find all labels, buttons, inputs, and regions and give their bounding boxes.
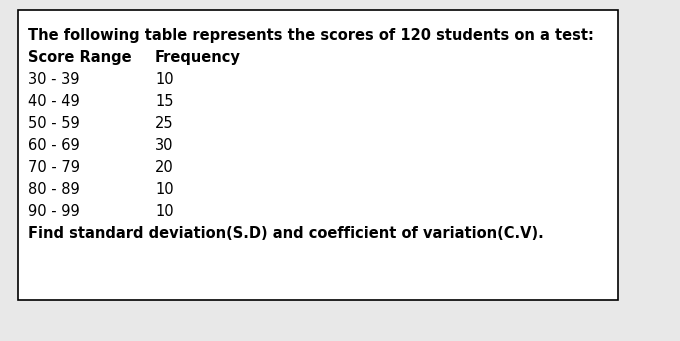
Text: 80 - 89: 80 - 89	[28, 182, 80, 197]
Text: 30: 30	[155, 138, 173, 153]
Text: The following table represents the scores of 120 students on a test:: The following table represents the score…	[28, 28, 594, 43]
Text: 25: 25	[155, 116, 173, 131]
Text: 20: 20	[155, 160, 174, 175]
Text: 90 - 99: 90 - 99	[28, 204, 80, 219]
Text: 70 - 79: 70 - 79	[28, 160, 80, 175]
Text: 15: 15	[155, 94, 173, 109]
Text: 40 - 49: 40 - 49	[28, 94, 80, 109]
Text: Score Range: Score Range	[28, 50, 132, 65]
Bar	[18, 10, 618, 300]
Text: 30 - 39: 30 - 39	[28, 72, 80, 87]
Text: 10: 10	[155, 182, 173, 197]
Text: 10: 10	[155, 72, 173, 87]
Text: Frequency: Frequency	[155, 50, 241, 65]
Text: 50 - 59: 50 - 59	[28, 116, 80, 131]
Text: Find standard deviation(S.D) and coefficient of variation(C.V).: Find standard deviation(S.D) and coeffic…	[28, 226, 544, 241]
Text: 10: 10	[155, 204, 173, 219]
Text: 60 - 69: 60 - 69	[28, 138, 80, 153]
